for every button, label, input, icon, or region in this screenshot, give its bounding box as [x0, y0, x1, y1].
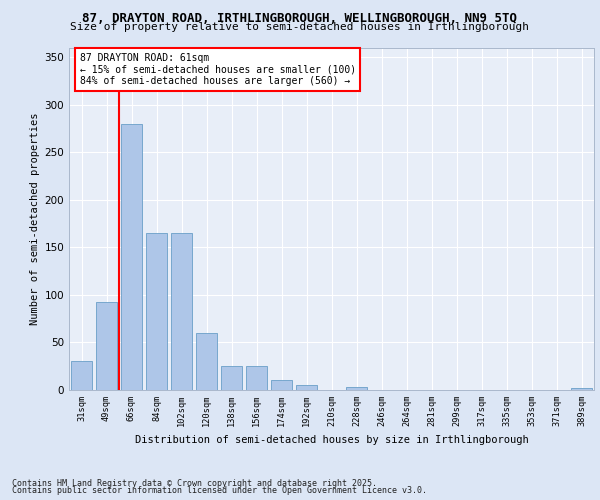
Bar	[121, 124, 142, 390]
Bar	[71, 362, 92, 390]
Bar	[96, 302, 117, 390]
Text: Size of property relative to semi-detached houses in Irthlingborough: Size of property relative to semi-detach…	[71, 22, 530, 32]
Bar	[571, 388, 592, 390]
Bar	[271, 380, 292, 390]
Bar	[196, 333, 217, 390]
Text: 87 DRAYTON ROAD: 61sqm
← 15% of semi-detached houses are smaller (100)
84% of se: 87 DRAYTON ROAD: 61sqm ← 15% of semi-det…	[79, 52, 356, 86]
Y-axis label: Number of semi-detached properties: Number of semi-detached properties	[30, 112, 40, 325]
Bar	[246, 366, 267, 390]
Bar	[221, 366, 242, 390]
Text: Contains public sector information licensed under the Open Government Licence v3: Contains public sector information licen…	[12, 486, 427, 495]
X-axis label: Distribution of semi-detached houses by size in Irthlingborough: Distribution of semi-detached houses by …	[134, 434, 529, 444]
Bar	[171, 233, 192, 390]
Bar	[146, 233, 167, 390]
Bar	[296, 385, 317, 390]
Text: 87, DRAYTON ROAD, IRTHLINGBOROUGH, WELLINGBOROUGH, NN9 5TQ: 87, DRAYTON ROAD, IRTHLINGBOROUGH, WELLI…	[83, 12, 517, 26]
Text: Contains HM Land Registry data © Crown copyright and database right 2025.: Contains HM Land Registry data © Crown c…	[12, 478, 377, 488]
Bar	[346, 387, 367, 390]
